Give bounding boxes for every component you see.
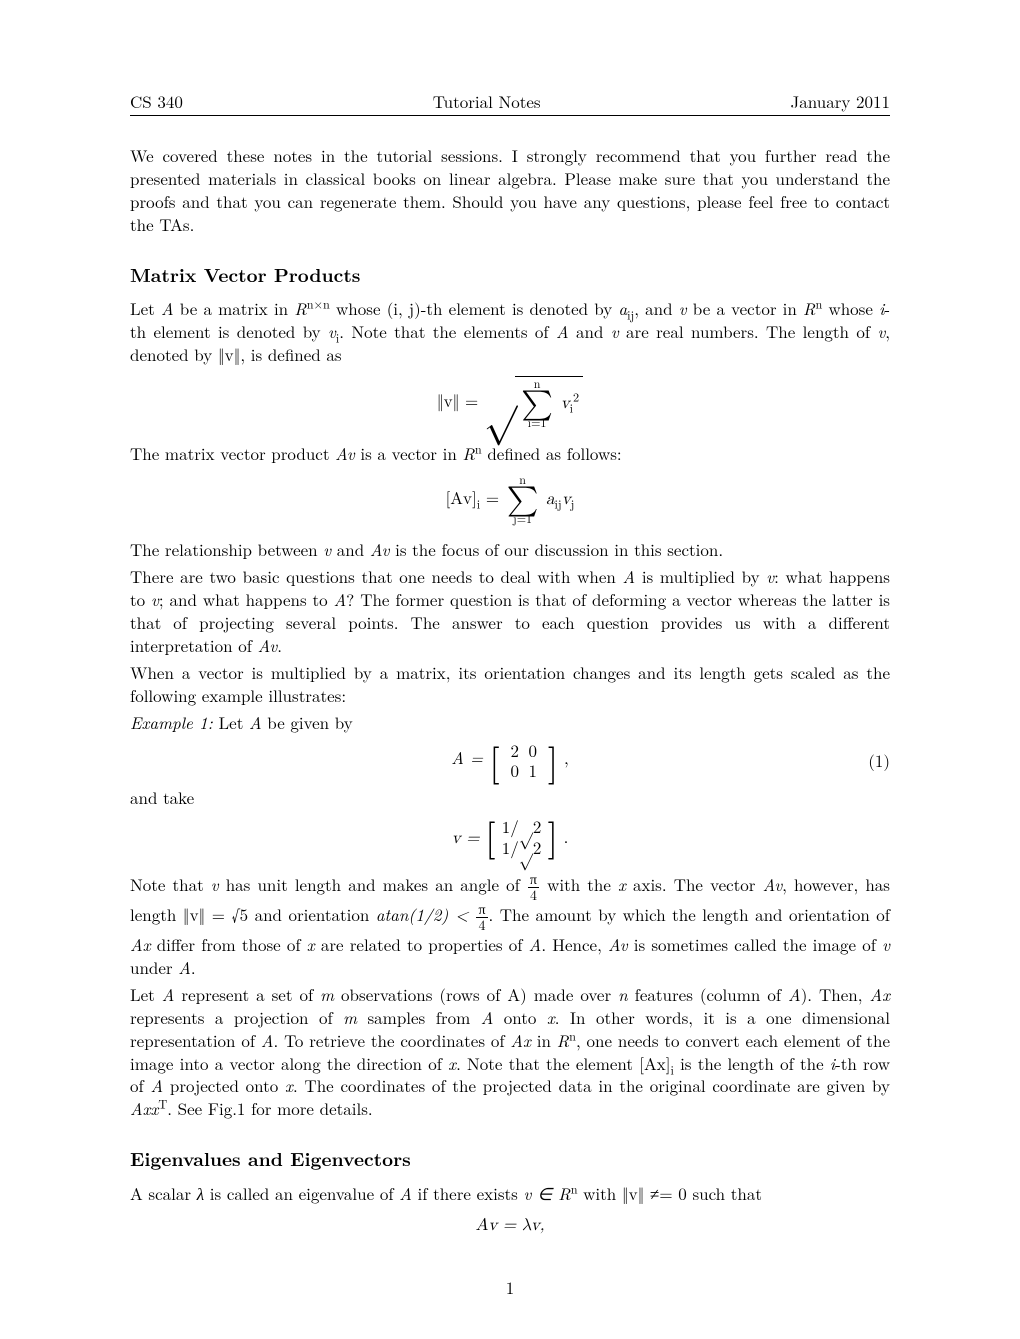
intro-paragraph: We covered these notes in the tutorial s… xyxy=(130,144,890,236)
sum-icon: ∑ xyxy=(521,391,553,418)
section-matrix-vector-products: Matrix Vector Products xyxy=(130,262,890,288)
example-1-note: Note that v has unit length and makes an… xyxy=(130,872,890,979)
example-1: Example 1: Let A be given by xyxy=(130,711,890,734)
section-eigenvalues: Eigenvalues and Eigenvectors xyxy=(130,1146,890,1172)
mvp-orientation: When a vector is multiplied by a matrix,… xyxy=(130,661,890,707)
eq-norm: ‖v‖ = √ n ∑ i=1 vi2 xyxy=(130,376,890,430)
eq-vector-v: v = [ 1/√2 1/√2 ] . xyxy=(130,819,890,860)
header-course: CS 340 xyxy=(130,90,183,113)
projection-paragraph: Let A represent a set of m observations … xyxy=(130,983,890,1121)
document-page: CS 340 Tutorial Notes January 2011 We co… xyxy=(0,0,1020,1339)
eq-av: [Av]i = n ∑ j=1 aijvj xyxy=(130,475,890,526)
mvp-questions: There are two basic questions that one n… xyxy=(130,565,890,657)
and-take: and take xyxy=(130,786,890,809)
page-header: CS 340 Tutorial Notes January 2011 xyxy=(130,90,890,116)
bracket-right-icon: ] xyxy=(547,824,558,854)
eq-eigen: Av = λv, xyxy=(130,1215,890,1238)
mvp-definition: Let A be a matrix in Rn×n whose (i, j)-t… xyxy=(130,297,890,366)
bracket-left-icon: [ xyxy=(489,745,500,775)
mvp-relationship: The relationship between v and Av is the… xyxy=(130,538,890,561)
page-number: 1 xyxy=(130,1276,890,1299)
bracket-left-icon: [ xyxy=(485,824,496,854)
mvp-product-def: The matrix vector product Av is a vector… xyxy=(130,442,890,465)
equation-number: (1) xyxy=(868,749,890,772)
sqrt-icon: √ xyxy=(484,376,517,430)
header-title: Tutorial Notes xyxy=(433,90,541,113)
sum-icon: ∑ xyxy=(507,487,539,514)
eq-matrix-A: A = [ 20 01 ] , (1) xyxy=(130,740,890,781)
bracket-right-icon: ] xyxy=(548,745,559,775)
header-date: January 2011 xyxy=(791,90,890,113)
eigen-def: A scalar λ is called an eigenvalue of A … xyxy=(130,1182,890,1205)
